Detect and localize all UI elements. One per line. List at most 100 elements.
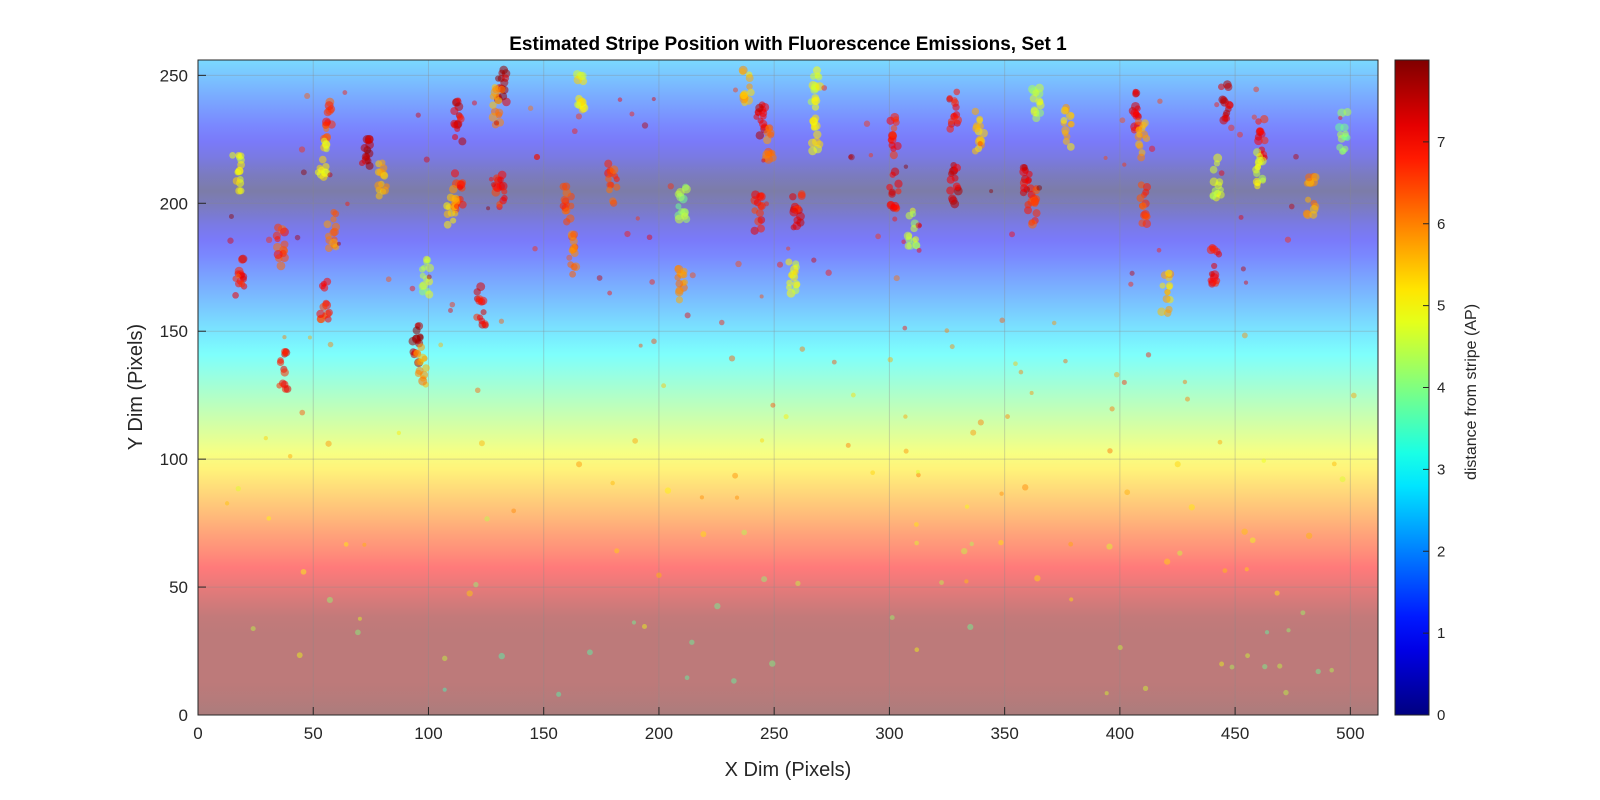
emission-point — [396, 430, 402, 436]
emission-point — [533, 154, 540, 161]
y-axis: 0 50 100 150 200 250 — [160, 66, 206, 725]
emission-point — [421, 264, 428, 271]
emission-point — [1302, 209, 1311, 218]
emission-point — [323, 220, 332, 229]
emission-point — [811, 103, 820, 111]
y-tick-label: 100 — [160, 450, 188, 469]
emission-point — [1253, 86, 1260, 93]
emission-point — [1219, 96, 1228, 105]
emission-point — [732, 87, 739, 93]
emission-point — [1305, 173, 1314, 182]
emission-point — [894, 179, 903, 188]
emission-point — [294, 234, 301, 241]
emission-point — [442, 655, 448, 662]
emission-point — [1261, 458, 1267, 463]
emission-point — [323, 108, 332, 117]
emission-point — [631, 620, 637, 625]
colorbar-label: distance from stripe (AP) — [1463, 304, 1480, 480]
emission-point — [563, 207, 571, 215]
emission-point — [443, 210, 452, 218]
emission-point — [412, 326, 421, 335]
emission-point — [1305, 196, 1312, 203]
emission-point — [1340, 123, 1349, 132]
emission-point — [418, 376, 428, 386]
emission-point — [1208, 270, 1215, 277]
emission-point — [1241, 332, 1248, 339]
emission-point — [1228, 124, 1235, 132]
emission-point — [532, 246, 538, 252]
emission-point — [888, 188, 896, 196]
emission-point — [438, 342, 444, 348]
emission-point — [1165, 305, 1173, 314]
emission-point — [999, 491, 1004, 496]
emission-point — [224, 501, 230, 506]
emission-point — [914, 522, 919, 527]
emission-point — [755, 103, 764, 113]
emission-point — [1188, 504, 1195, 511]
emission-point — [1164, 558, 1171, 565]
emission-point — [450, 217, 457, 224]
emission-point — [1224, 100, 1234, 109]
emission-point — [1165, 269, 1173, 277]
emission-point — [307, 335, 312, 340]
emission-point — [976, 115, 984, 123]
emission-point — [606, 186, 613, 194]
emission-point — [714, 603, 721, 610]
y-tick-label: 250 — [160, 66, 188, 85]
emission-point — [999, 317, 1005, 323]
emission-point — [493, 183, 502, 193]
emission-point — [759, 438, 765, 443]
emission-point — [1219, 661, 1225, 667]
emission-point — [1104, 691, 1109, 696]
emission-point — [1022, 484, 1029, 491]
emission-point — [892, 116, 900, 123]
emission-point — [1065, 111, 1075, 121]
colorbar-tick-label: 6 — [1437, 216, 1445, 233]
emission-point — [969, 541, 974, 547]
emission-point — [916, 472, 921, 478]
emission-point — [1262, 663, 1268, 670]
emission-point — [422, 275, 431, 283]
emission-point — [1145, 352, 1152, 358]
emission-point — [324, 315, 332, 323]
emission-point — [1036, 185, 1043, 191]
emission-point — [375, 192, 383, 200]
emission-point — [875, 233, 881, 240]
emission-point — [1109, 406, 1115, 412]
emission-point — [848, 153, 855, 161]
emission-point — [1135, 126, 1143, 133]
emission-point — [300, 169, 307, 176]
emission-point — [977, 141, 983, 147]
emission-point — [1277, 663, 1283, 669]
emission-point — [735, 260, 742, 268]
emission-point — [425, 263, 435, 273]
emission-point — [770, 402, 776, 408]
emission-point — [970, 429, 977, 436]
emission-point — [235, 273, 241, 279]
emission-point — [304, 92, 311, 99]
emission-point — [755, 131, 765, 140]
emission-point — [845, 442, 851, 448]
emission-point — [1241, 528, 1248, 535]
emission-point — [1139, 202, 1147, 211]
emission-point — [1293, 153, 1299, 160]
emission-point — [343, 542, 349, 547]
emission-point — [374, 181, 384, 190]
emission-point — [345, 201, 350, 207]
x-tick-label: 50 — [304, 724, 323, 743]
emission-point — [638, 343, 643, 348]
emission-point — [605, 175, 612, 183]
emission-point — [689, 639, 695, 645]
emission-point — [789, 207, 799, 217]
emission-point — [1206, 245, 1216, 255]
emission-point — [475, 297, 483, 305]
emission-point — [325, 440, 332, 447]
emission-point — [498, 652, 505, 660]
emission-point — [889, 151, 898, 160]
emission-point — [417, 343, 426, 352]
emission-point — [327, 341, 334, 348]
emission-point — [975, 135, 985, 144]
emission-point — [1211, 262, 1218, 270]
emission-point — [563, 218, 571, 226]
emission-point — [939, 580, 944, 585]
